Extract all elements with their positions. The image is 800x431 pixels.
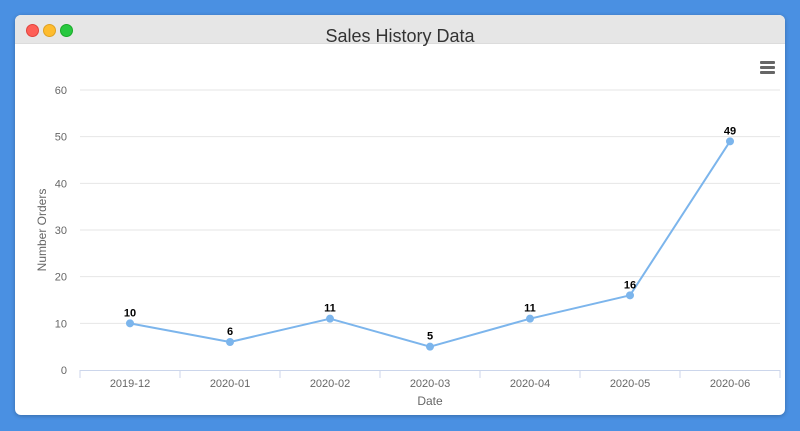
app-window [15, 15, 785, 415]
x-tick-label: 2020-06 [710, 378, 750, 390]
chart-title: Sales History Data [325, 26, 475, 46]
x-tick-label: 2020-02 [310, 378, 350, 390]
x-tick-label: 2020-01 [210, 378, 250, 390]
data-label: 11 [524, 303, 536, 315]
data-label: 6 [227, 326, 233, 338]
data-label: 49 [724, 125, 736, 137]
data-point [526, 314, 534, 323]
minimize-button[interactable] [43, 24, 56, 37]
y-tick-label: 10 [55, 318, 67, 330]
x-tick-label: 2020-05 [610, 378, 650, 390]
y-axis-title: Number Orders [35, 189, 49, 272]
menu-bar [760, 66, 775, 69]
maximize-button[interactable] [60, 24, 73, 37]
y-tick-label: 0 [61, 365, 67, 377]
hamburger-menu-icon[interactable] [760, 61, 776, 75]
data-label: 16 [624, 279, 636, 291]
data-point [226, 338, 234, 346]
window-titlebar [15, 15, 785, 44]
series-line [129, 140, 731, 348]
data-point [726, 137, 734, 146]
data-point [626, 291, 634, 300]
data-label: 10 [124, 307, 136, 319]
close-button[interactable] [26, 24, 39, 37]
x-tick-label: 2019-12 [110, 378, 150, 390]
data-label: 11 [324, 303, 336, 315]
y-tick-label: 20 [55, 272, 67, 284]
data-label: 5 [427, 331, 433, 343]
data-point [426, 342, 434, 351]
x-axis-title: Date [417, 394, 443, 408]
y-tick-label: 40 [55, 178, 67, 190]
y-tick-label: 60 [55, 85, 67, 97]
menu-bar [760, 71, 775, 74]
x-tick-label: 2020-03 [410, 378, 450, 390]
data-point [126, 319, 134, 328]
menu-bar [760, 61, 775, 64]
x-tick-label: 2020-04 [510, 378, 550, 390]
y-tick-label: 30 [55, 225, 67, 237]
y-tick-label: 50 [55, 132, 67, 144]
data-point [326, 314, 334, 323]
